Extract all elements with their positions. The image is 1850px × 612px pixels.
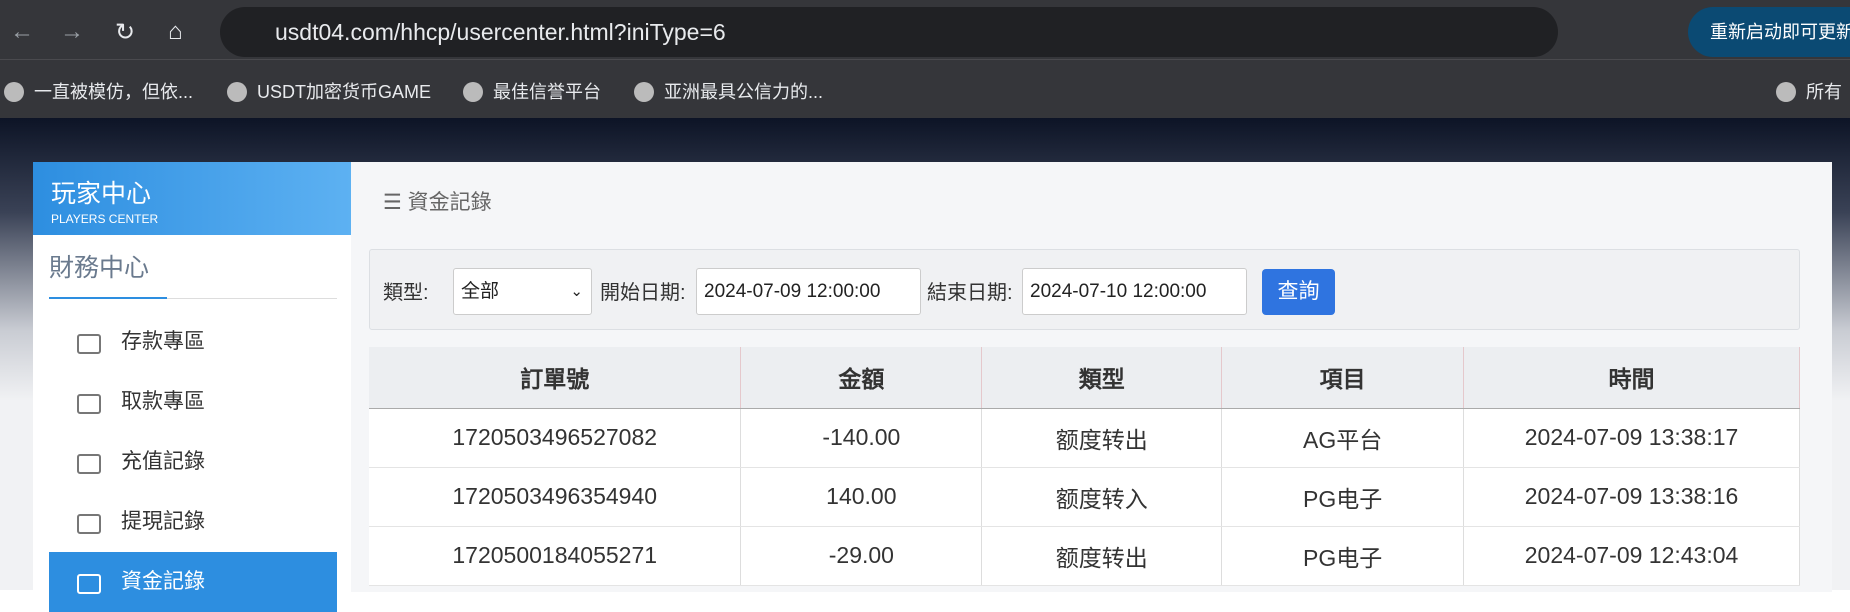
table-cell: 1720503496527082 [369, 408, 742, 468]
end-label: 結束日期: [927, 282, 1013, 304]
breadcrumb-text: 資金記錄 [407, 191, 492, 214]
table-cell: 2024-07-09 13:38:17 [1463, 408, 1800, 468]
type-select[interactable]: 全部 ⌄ [453, 268, 592, 315]
browser-toolbar: ← → ↻ ⌂ usdt04.com/hhcp/usercenter.html?… [0, 0, 1850, 59]
end-input[interactable]: 2024-07-10 12:00:00 [1022, 268, 1247, 315]
back-button[interactable]: ← [10, 18, 34, 45]
start-label: 開始日期: [600, 282, 686, 304]
dropdown-arrow: ⌄ [570, 283, 583, 300]
column-header: 金額 [740, 347, 983, 409]
bookmark[interactable]: USDT加密货币GAME [227, 78, 431, 104]
table-cell: 140.00 [740, 467, 983, 527]
bookmark-folder[interactable]: 所有 [1776, 78, 1842, 104]
table-cell: PG电子 [1221, 467, 1465, 527]
table-cell: 2024-07-09 12:43:04 [1463, 526, 1800, 586]
forward-button[interactable]: → [60, 18, 84, 45]
menu-item[interactable]: 提現記錄 [49, 492, 337, 552]
header-row: 訂單號 金額 類型 項目 時間 [369, 347, 1800, 409]
table-cell: 2024-07-09 13:38:16 [1463, 467, 1800, 527]
table-row: 1720503496354940 140.00 额度转入 PG电子 2024-07-09… [369, 467, 1800, 527]
type-label: 類型: [383, 282, 429, 304]
table-cell: 额度转入 [981, 467, 1223, 527]
table-cell: -29.00 [740, 526, 983, 586]
column-header: 類型 [981, 347, 1223, 409]
type-value: 全部 [461, 281, 500, 302]
table-cell: PG电子 [1221, 526, 1465, 586]
bookmark[interactable]: 亚洲最具公信力的... [634, 78, 823, 104]
table-cell: 额度转出 [981, 526, 1223, 586]
section-title: 財務中心 [49, 248, 337, 299]
query-button[interactable]: 查詢 [1262, 269, 1335, 315]
page: ← → ↻ ⌂ usdt04.com/hhcp/usercenter.html?… [0, 0, 1850, 590]
breadcrumb: ☰ 資金記錄 [383, 191, 492, 214]
bookmarks-bar: 一直被模仿，但依... USDT加密货币GAME 最佳信誉平台 亚洲最具公信力的… [0, 59, 1850, 118]
table-cell: 额度转出 [981, 408, 1223, 468]
column-header: 項目 [1221, 347, 1465, 409]
start-input[interactable]: 2024-07-09 12:00:00 [696, 268, 921, 315]
reload-button[interactable]: ↻ [115, 19, 136, 46]
menu-item[interactable]: 存款專區 [49, 312, 337, 372]
update-button[interactable]: 重新启动即可更新 [1688, 7, 1850, 57]
bookmark[interactable]: 最佳信誉平台 [463, 78, 601, 104]
table-row: 1720500184055271 -29.00 额度转出 PG电子 2024-07-09… [369, 526, 1800, 586]
table-cell: AG平台 [1221, 408, 1465, 468]
table-cell: -140.00 [740, 408, 983, 468]
logo-title: 玩家中心 [51, 180, 152, 208]
table-cell: 1720503496354940 [369, 467, 742, 527]
logo-subtitle: PLAYERS CENTER [51, 212, 159, 226]
logo: 玩家中心 PLAYERS CENTER [33, 162, 351, 235]
records-table: 訂單號 金額 類型 項目 時間 1720503496527082 -140.00 额度转出 A… [369, 347, 1800, 586]
table-row: 1720503496527082 -140.00 额度转出 AG平台 2024-07-0… [369, 408, 1800, 468]
address-bar[interactable]: usdt04.com/hhcp/usercenter.html?iniType=… [220, 7, 1558, 57]
home-button[interactable]: ⌂ [168, 18, 183, 45]
menu-item[interactable]: 充值記錄 [49, 432, 337, 492]
column-header: 時間 [1463, 347, 1800, 409]
table-cell: 1720500184055271 [369, 526, 742, 586]
menu-item[interactable]: 資金記錄 [49, 552, 337, 612]
bookmark[interactable]: 一直被模仿，但依... [4, 78, 193, 104]
column-header: 訂單號 [369, 347, 742, 409]
menu-item[interactable]: 取款專區 [49, 372, 337, 432]
